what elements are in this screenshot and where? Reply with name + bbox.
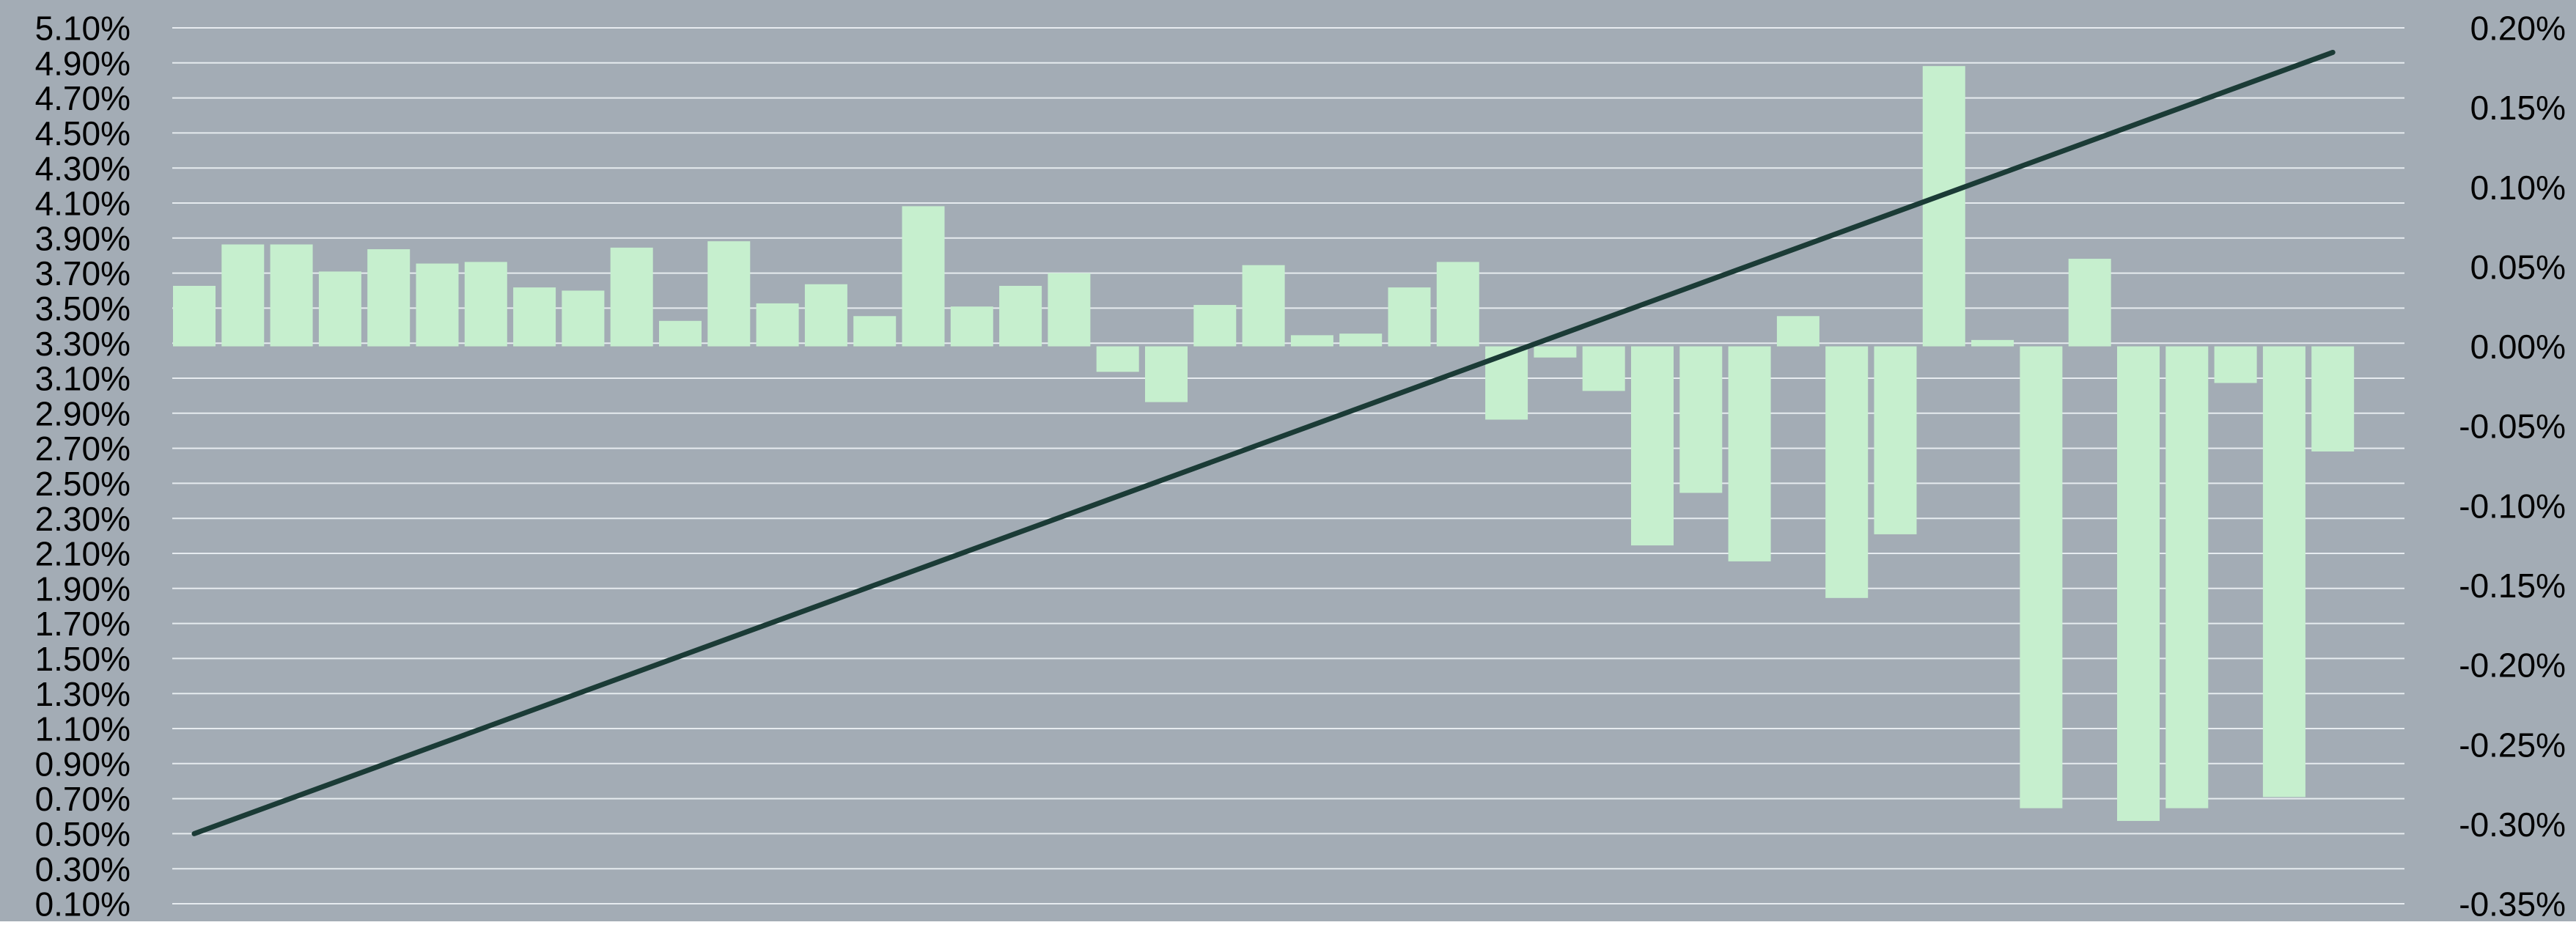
bar	[1388, 287, 1431, 347]
bar	[707, 241, 751, 347]
bar	[2020, 346, 2063, 808]
left-axis-tick-label: 1.90%	[35, 570, 130, 608]
bar	[1048, 273, 1091, 347]
bar	[2311, 346, 2355, 452]
bar	[1874, 346, 1917, 534]
bar	[1776, 316, 1819, 347]
left-axis-tick-label: 3.30%	[35, 325, 130, 363]
bar	[1582, 346, 1625, 391]
left-axis-tick-label: 0.10%	[35, 885, 130, 921]
left-axis-tick-label: 0.70%	[35, 780, 130, 818]
left-axis-tick-label: 3.10%	[35, 360, 130, 398]
bar	[804, 284, 847, 347]
bar	[173, 285, 216, 347]
bar	[1825, 346, 1869, 598]
trend-line	[191, 49, 2336, 836]
line-series	[191, 49, 2336, 836]
right-axis-tick-label: -0.10%	[2459, 487, 2566, 525]
left-axis-tick-label: 2.70%	[35, 430, 130, 468]
bar	[1290, 335, 1333, 347]
left-axis-tick-label: 3.50%	[35, 290, 130, 328]
bar	[2117, 346, 2160, 822]
bar	[562, 290, 605, 347]
left-axis-tick-label: 4.90%	[35, 44, 130, 82]
bar	[1193, 305, 1237, 347]
right-axis-tick-label: 0.15%	[2470, 89, 2566, 127]
bar	[2214, 346, 2257, 383]
left-axis-tick-label: 5.10%	[35, 10, 130, 48]
bar	[2262, 346, 2305, 797]
left-axis-tick-label: 0.50%	[35, 815, 130, 853]
bar	[2165, 346, 2209, 808]
bar	[270, 244, 313, 347]
right-axis-tick-label: 0.10%	[2470, 169, 2566, 207]
bar-series	[173, 66, 2355, 822]
bar	[464, 262, 507, 347]
bar	[659, 320, 702, 347]
bar	[1631, 346, 1674, 546]
right-axis-tick-label: -0.25%	[2459, 726, 2566, 764]
bar	[1679, 346, 1723, 493]
bar	[2068, 259, 2111, 347]
bar	[367, 249, 411, 347]
left-axis-tick-label: 0.90%	[35, 745, 130, 783]
bar	[513, 287, 556, 347]
bar	[756, 303, 799, 347]
right-axis-tick-label: -0.20%	[2459, 646, 2566, 685]
bar	[1436, 262, 1479, 347]
left-axis-tick-label: 3.90%	[35, 219, 130, 257]
bar	[853, 316, 897, 347]
left-axis: 5.10%4.90%4.70%4.50%4.30%4.10%3.90%3.70%…	[35, 10, 130, 924]
bar	[610, 247, 653, 347]
bar	[318, 271, 361, 347]
left-axis-tick-label: 1.10%	[35, 710, 130, 748]
left-axis-tick-label: 2.90%	[35, 394, 130, 432]
left-axis-tick-label: 4.70%	[35, 79, 130, 117]
bar	[1242, 265, 1285, 347]
left-axis-tick-label: 4.50%	[35, 114, 130, 152]
bar	[416, 263, 459, 347]
bar	[999, 285, 1042, 347]
right-axis-tick-label: 0.05%	[2470, 248, 2566, 286]
left-axis-tick-label: 4.10%	[35, 185, 130, 223]
left-axis-tick-label: 2.50%	[35, 465, 130, 503]
bar	[1339, 333, 1383, 347]
right-axis: 0.20% 0.15% 0.10% 0.05% 0.00% -0.05% -0.10% -0.…	[2459, 10, 2566, 924]
bar	[1096, 346, 1139, 372]
left-axis-tick-label: 1.50%	[35, 640, 130, 678]
left-axis-tick-label: 0.30%	[35, 850, 130, 888]
right-axis-tick-label: -0.30%	[2459, 806, 2566, 844]
bar	[221, 244, 265, 347]
right-axis-tick-label: -0.35%	[2459, 885, 2566, 921]
right-axis-tick-label: 0.20%	[2470, 10, 2566, 48]
left-axis-tick-label: 2.30%	[35, 500, 130, 538]
bar	[1534, 346, 1577, 358]
bar	[950, 306, 993, 347]
bar	[902, 206, 945, 347]
left-axis-tick-label: 1.70%	[35, 605, 130, 643]
right-axis-tick-label: -0.05%	[2459, 408, 2566, 446]
right-axis-tick-label: -0.15%	[2459, 567, 2566, 605]
bar	[1728, 346, 1771, 561]
left-axis-tick-label: 3.70%	[35, 254, 130, 292]
bar	[1145, 346, 1188, 402]
bar	[1922, 66, 1965, 347]
bar	[1971, 339, 2014, 347]
right-axis-tick-label: 0.00%	[2470, 328, 2566, 366]
left-axis-tick-label: 1.30%	[35, 675, 130, 713]
left-axis-tick-label: 4.30%	[35, 150, 130, 188]
left-axis-tick-label: 2.10%	[35, 535, 130, 573]
